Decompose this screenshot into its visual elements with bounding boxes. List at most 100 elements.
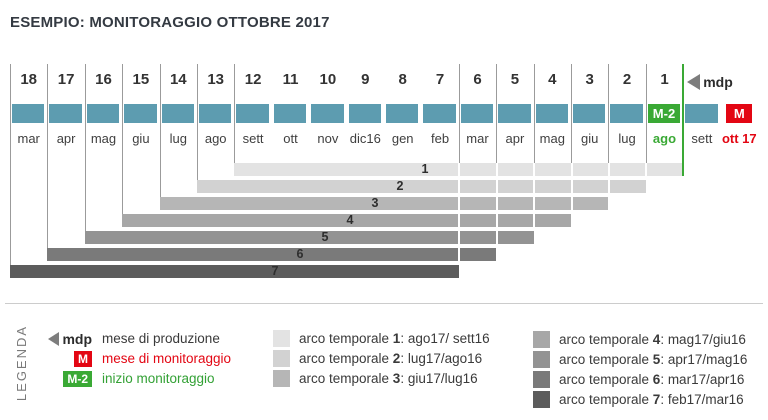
legend-arco-text: arco temporale 7: feb17/mar16	[559, 392, 744, 407]
column-number: 12	[244, 71, 262, 88]
column-number: 14	[169, 71, 187, 88]
bar-end-gap-line	[607, 163, 610, 197]
arco-temporale-bar	[84, 231, 534, 244]
legend-marker-icon-cell: mdp	[42, 331, 92, 347]
bar-start-line	[159, 64, 161, 197]
month-cell	[460, 104, 494, 123]
month-cell	[12, 104, 45, 123]
title-prefix: ESEMPIO	[10, 14, 80, 31]
figure-title: ESEMPIO: MONITORAGGIO OTTOBRE 2017	[10, 14, 330, 31]
month-cell	[311, 104, 344, 123]
legend-swatch	[273, 330, 290, 347]
mdp-pointer: mdp	[687, 74, 733, 90]
bar-start-line	[197, 64, 198, 180]
arco-number: 6	[652, 372, 661, 387]
month-cell	[49, 104, 82, 123]
legend-arco-row: arco temporale 4: mag17/giu16	[533, 331, 746, 348]
legend-marker-text: mese di produzione	[102, 331, 220, 346]
arco-number: 7	[652, 392, 661, 407]
month-label: ago	[204, 131, 227, 146]
month-cell	[199, 104, 232, 123]
month-label: feb	[431, 131, 450, 146]
column-number: 15	[132, 71, 150, 88]
column-number: 17	[57, 71, 75, 88]
column-number: 6	[473, 71, 482, 88]
bar-end-gap-line	[495, 163, 498, 248]
inizio-monitoraggio-line	[682, 64, 685, 176]
bar-start-line	[47, 64, 49, 248]
month-cell	[535, 104, 568, 123]
bar-start-line	[122, 64, 124, 214]
arco-number: 2	[392, 351, 401, 366]
month-label: ott 17	[721, 131, 757, 146]
month-label: mar	[466, 131, 489, 146]
legend-arco-row: arco temporale 1: ago17/ sett16	[273, 330, 490, 347]
column-number: 1	[660, 71, 669, 88]
column-number: 2	[622, 71, 632, 88]
column-number: 7	[435, 71, 445, 88]
month-label: lug	[169, 131, 187, 146]
bar-number-label: 6	[296, 247, 304, 261]
legend-divider	[5, 303, 763, 304]
legend-arco-text: arco temporale 1: ago17/ sett16	[299, 331, 490, 346]
legend-swatch	[273, 350, 290, 367]
legend-arco-text: arco temporale 2: lug17/ago16	[299, 351, 483, 366]
inizio-monitoraggio-icon: M-2	[63, 370, 92, 387]
arco-number: 5	[652, 352, 661, 367]
legend-marker-text: mese di monitoraggio	[102, 351, 232, 366]
mdp-label: mdp	[703, 74, 733, 90]
month-cell	[685, 104, 718, 123]
bar-start-line	[234, 64, 236, 163]
column-number: 11	[282, 71, 299, 88]
bar-end-line	[533, 64, 535, 163]
mese-monitoraggio-marker: M	[726, 104, 753, 123]
arco-temporale-bar	[47, 248, 497, 261]
month-cell	[124, 104, 157, 123]
month-cell	[573, 104, 606, 123]
month-label: mag	[90, 131, 117, 146]
legend-marker-row: mdp mese di produzione	[42, 330, 220, 347]
month-label: ott	[283, 131, 298, 146]
month-label: mag	[539, 131, 565, 146]
bar-number-label: 4	[346, 213, 354, 227]
month-label: giu	[581, 131, 599, 146]
bar-end-line	[496, 64, 498, 163]
bar-number-label: 5	[321, 230, 329, 244]
arco-temporale-bar	[10, 265, 459, 278]
column-number: 4	[548, 71, 557, 88]
month-label: apr	[505, 131, 525, 146]
title-rest: : MONITORAGGIO OTTOBRE 2017	[79, 14, 330, 31]
arco-number: 3	[392, 371, 401, 386]
legend-arco-text: arco temporale 6: mar17/apr16	[559, 372, 745, 387]
month-label: ago	[652, 131, 677, 146]
legend-title: LEGENDA	[14, 324, 29, 402]
mdp-arrow-icon	[48, 331, 60, 346]
month-cell	[348, 104, 381, 123]
legend-swatch	[533, 331, 550, 348]
month-label: gen	[391, 131, 414, 146]
legend-arco-row: arco temporale 2: lug17/ago16	[273, 350, 482, 367]
column-number: 10	[319, 71, 337, 88]
legend-swatch	[273, 370, 290, 387]
month-label: lug	[618, 131, 636, 146]
bar-number-label: 3	[371, 196, 379, 210]
month-cell	[498, 104, 531, 123]
bar-end-line	[608, 64, 610, 163]
legend-arco-row: arco temporale 6: mar17/apr16	[533, 371, 744, 388]
bar-number-label: 1	[421, 162, 429, 176]
bar-end-line	[458, 64, 460, 163]
column-number: 18	[20, 71, 38, 88]
bar-start-line	[10, 64, 11, 265]
bar-start-line	[84, 64, 86, 231]
bar-number-label: 2	[396, 179, 404, 193]
month-cell	[86, 104, 120, 123]
arco-temporale-bar	[197, 180, 646, 193]
legend-swatch	[533, 391, 550, 408]
month-label: mar	[17, 131, 40, 146]
arco-number: 1	[392, 331, 401, 346]
month-label: dic16	[349, 131, 381, 146]
legend-marker-icon-cell: M	[42, 350, 92, 367]
legend-arco-text: arco temporale 5: apr17/mag16	[559, 352, 748, 367]
bar-end-line	[571, 64, 572, 163]
